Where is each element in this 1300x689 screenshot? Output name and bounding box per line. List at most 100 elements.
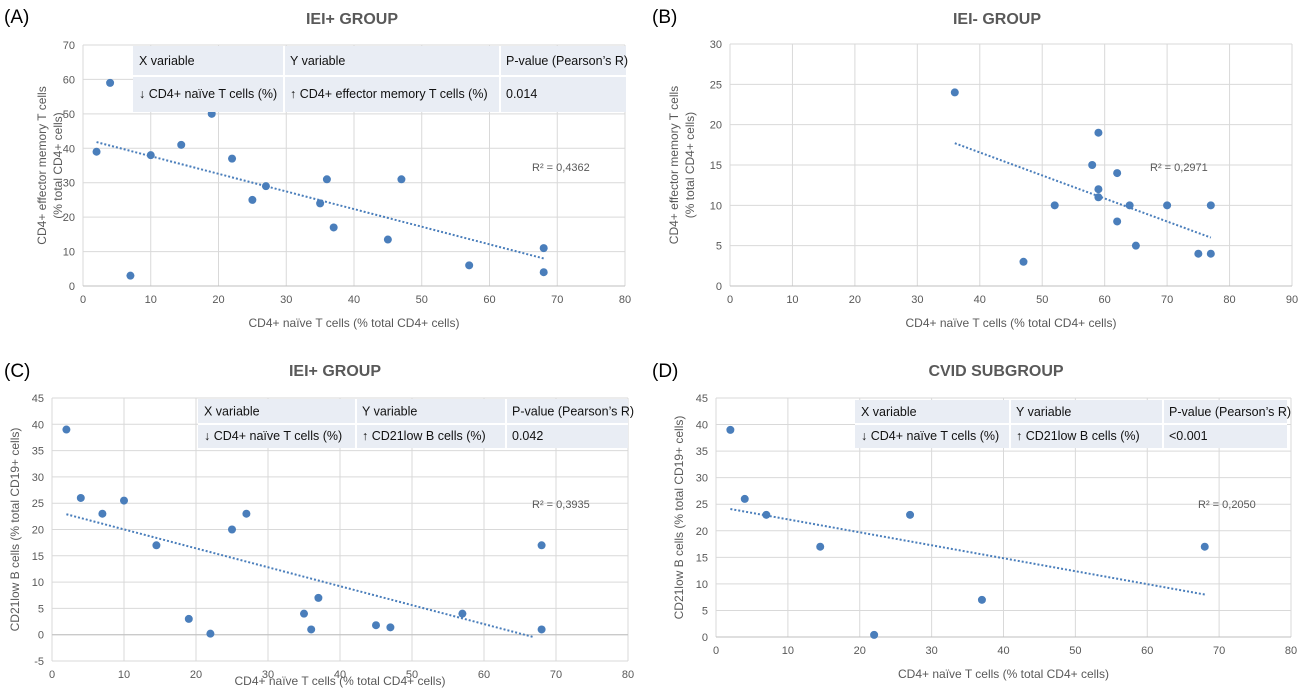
chart-3-point-6 <box>206 629 215 638</box>
chart-3-table-header-2: P-value (Pearson’s R) <box>512 405 634 419</box>
chart-2-ytick-3: 15 <box>710 160 722 172</box>
chart-4-ytick-4: 20 <box>696 526 708 538</box>
chart-2-point-12 <box>1194 249 1203 258</box>
chart-4-ytick-7: 35 <box>696 446 708 458</box>
chart-2-xtick-3: 30 <box>911 294 923 306</box>
chart-1-title: IEI+ GROUP <box>306 11 398 28</box>
chart-2-panel-letter: (B) <box>652 7 677 28</box>
chart-1-xtick-7: 70 <box>551 294 563 306</box>
chart-3-ytick-8: 35 <box>32 446 44 458</box>
chart-1-table-cell-1: ↑ CD4+ effector memory T cells (%) <box>290 87 488 101</box>
chart-1-point-2 <box>126 271 135 280</box>
chart-1-point-12 <box>383 235 392 244</box>
chart-3-table-header-0: X variable <box>204 405 260 419</box>
chart-3-point-9 <box>300 609 308 618</box>
chart-1-point-1 <box>92 147 101 156</box>
chart-2-point-2 <box>1050 201 1059 210</box>
chart-2-point-4 <box>1094 128 1103 137</box>
chart-2-point-5 <box>1094 185 1103 194</box>
chart-3-table-header-1: Y variable <box>362 405 417 419</box>
chart-4-xtick-5: 50 <box>1069 645 1081 657</box>
chart-1-table-header-0: X variable <box>139 54 195 68</box>
chart-1-ytick-7: 70 <box>63 40 75 52</box>
chart-4-table-cell-2: <0.001 <box>1169 429 1208 443</box>
chart-1-ytick-2: 20 <box>63 212 75 224</box>
chart-4-trendline <box>730 508 1205 596</box>
chart-1-trendline <box>96 141 544 260</box>
chart-4-table-header-0: X variable <box>861 405 917 419</box>
chart-1-xtick-3: 30 <box>280 294 292 306</box>
chart-3-table-cell-0: ↓ CD4+ naïve T cells (%) <box>204 429 342 443</box>
chart-2-xtick-8: 80 <box>1223 294 1235 306</box>
chart-4-xtick-2: 20 <box>854 645 866 657</box>
chart-3-ytick-3: 10 <box>32 577 44 589</box>
chart-4-ytick-2: 10 <box>696 579 708 591</box>
chart-3-xtick-4: 40 <box>334 669 346 681</box>
chart-1-xtick-2: 20 <box>212 294 224 306</box>
chart-4-ylabel-0: CD21low B cells (% total CD19+ cells) <box>672 416 686 620</box>
chart-3-point-0 <box>62 425 71 434</box>
chart-3-point-3 <box>120 496 128 505</box>
chart-1-ytick-6: 60 <box>63 74 75 86</box>
chart-4-xtick-6: 60 <box>1141 645 1153 657</box>
chart-3-point-4 <box>152 541 161 550</box>
chart-2-point-0 <box>950 88 959 97</box>
chart-4-table-cell-0: ↓ CD4+ naïve T cells (%) <box>861 429 999 443</box>
chart-3-xtick-6: 60 <box>478 669 490 681</box>
chart-2-ylabel-1: (% total CD4+ cells) <box>683 112 697 218</box>
chart-3-point-15 <box>537 541 546 550</box>
chart-2-point-8 <box>1113 217 1122 226</box>
chart-3-point-14 <box>458 609 467 618</box>
chart-3-point-8 <box>242 509 251 518</box>
chart-2-xlabel: CD4+ naïve T cells (% total CD4+ cells) <box>906 316 1117 330</box>
chart-3-table-cell-1: ↑ CD21low B cells (%) <box>362 429 486 443</box>
chart-1-point-14 <box>465 261 474 270</box>
chart-3-xtick-1: 10 <box>118 669 130 681</box>
chart-4-panel-letter: (D) <box>652 361 678 382</box>
chart-2-point-9 <box>1125 201 1134 210</box>
chart-1-ytick-5: 50 <box>63 109 75 121</box>
chart-1-xtick-6: 60 <box>483 294 495 306</box>
chart-4-table-header-1: Y variable <box>1016 405 1071 419</box>
chart-2-r2-label: R² = 0,2971 <box>1150 162 1208 174</box>
chart-3-point-11 <box>314 593 323 602</box>
chart-3-ytick-0: -5 <box>34 656 44 668</box>
chart-2-ylabel-0: CD4+ effector memory T cells <box>667 86 681 244</box>
chart-4-ytick-8: 40 <box>696 420 708 432</box>
chart-2-xtick-1: 10 <box>786 294 798 306</box>
chart-3-trendline <box>66 513 535 639</box>
chart-3-panel-letter: (C) <box>4 361 30 382</box>
chart-1-point-6 <box>228 154 237 163</box>
chart-4-ytick-6: 30 <box>696 473 708 485</box>
chart-4-ytick-3: 15 <box>696 552 708 564</box>
chart-2-ytick-6: 30 <box>710 39 722 51</box>
chart-3-xtick-0: 0 <box>49 669 55 681</box>
chart-1-table-header-2: P-value (Pearson’s R) <box>506 54 628 68</box>
chart-2-ytick-0: 0 <box>716 281 722 293</box>
chart-4-xtick-1: 10 <box>782 645 794 657</box>
chart-4-xlabel: CD4+ naïve T cells (% total CD4+ cells) <box>898 667 1109 681</box>
chart-2-point-1 <box>1019 257 1028 266</box>
chart-3-ytick-7: 30 <box>32 472 44 484</box>
chart-2-xtick-9: 90 <box>1286 294 1298 306</box>
chart-3-ylabel-0: CD21low B cells (% total CD19+ cells) <box>8 428 22 632</box>
chart-2-point-7 <box>1113 169 1122 178</box>
chart-2-point-13 <box>1206 201 1215 210</box>
chart-4-title: CVID SUBGROUP <box>928 363 1063 380</box>
chart-1-ytick-1: 10 <box>63 247 75 259</box>
chart-4-point-5 <box>906 510 915 519</box>
chart-3-point-2 <box>98 509 107 518</box>
chart-2-point-3 <box>1088 161 1097 169</box>
chart-3-point-12 <box>372 621 380 630</box>
chart-3-title: IEI+ GROUP <box>289 363 381 380</box>
chart-1-point-15 <box>539 244 548 253</box>
chart-4-r2-label: R² = 0,2050 <box>1198 499 1256 511</box>
chart-4-ytick-9: 45 <box>696 393 708 405</box>
chart-1-table-header-1: Y variable <box>290 54 345 68</box>
chart-3-xtick-2: 20 <box>190 669 202 681</box>
chart-2-point-10 <box>1131 241 1140 250</box>
chart-1-xtick-4: 40 <box>348 294 360 306</box>
chart-1-table <box>133 46 626 112</box>
chart-1-xtick-0: 0 <box>80 294 86 306</box>
chart-3-point-16 <box>537 625 546 634</box>
